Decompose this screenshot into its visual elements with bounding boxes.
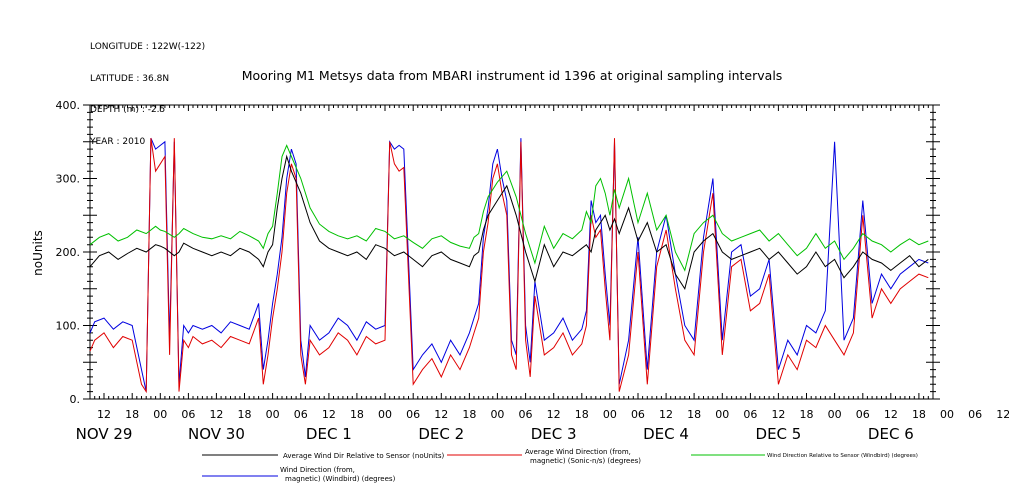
legend: Average Wind Dir Relative to Sensor (noU…: [202, 448, 918, 483]
x-tick-label: 00: [603, 408, 617, 421]
x-day-label: DEC 4: [643, 425, 689, 443]
x-tick-label: 12: [434, 408, 448, 421]
x-day-label: NOV 29: [76, 425, 133, 443]
x-tick-label: 18: [350, 408, 364, 421]
legend-label-4a: Wind Direction (from,: [280, 466, 355, 474]
y-tick-labels: 0. 100. 200. 300. 400.: [56, 99, 81, 406]
x-tick-label: 00: [266, 408, 280, 421]
x-tick-label: 06: [743, 408, 757, 421]
latitude-text: LATITUDE : 36.8N: [90, 73, 170, 84]
x-tick-label: 12: [97, 408, 111, 421]
longitude-text: LONGITUDE : 122W(-122): [90, 42, 206, 52]
y-tick-label: 100.: [56, 320, 81, 333]
y-tick-label: 300.: [56, 173, 81, 186]
legend-label-2b: magnetic) (Sonic-n/s) (degrees): [530, 457, 641, 465]
x-tick-label: 06: [519, 408, 533, 421]
x-tick-label: 00: [153, 408, 167, 421]
x-tick-label: 18: [462, 408, 476, 421]
x-tick-label: 06: [856, 408, 870, 421]
x-tick-label: 06: [406, 408, 420, 421]
series-line-1: [89, 138, 929, 394]
x-day-label: NOV 30: [188, 425, 245, 443]
y-tick-label: 400.: [56, 99, 81, 112]
x-day-label: DEC 3: [531, 425, 577, 443]
x-tick-label: 12: [659, 408, 673, 421]
x-tick-labels: 12 18 00 06 12 18 00 06 12 18 00 06 12 18 00 06 12 18 00 06…: [76, 408, 1009, 443]
legend-label-1: Average Wind Dir Relative to Sensor (noU…: [283, 452, 444, 460]
x-tick-label: 06: [631, 408, 645, 421]
x-tick-label: 06: [968, 408, 982, 421]
x-tick-label: 18: [238, 408, 252, 421]
x-tick-label: 18: [125, 408, 139, 421]
x-day-label: DEC 2: [418, 425, 464, 443]
x-tick-label: 18: [800, 408, 814, 421]
x-day-label: DEC 6: [868, 425, 914, 443]
x-day-label: DEC 5: [756, 425, 802, 443]
x-tick-label: 00: [378, 408, 392, 421]
y-axis-label: noUnits: [31, 230, 45, 276]
x-tick-label: 12: [771, 408, 785, 421]
series-line-3: [89, 137, 929, 392]
x-tick-label: 18: [575, 408, 589, 421]
metadata-block: LONGITUDE : 122W(-122) LATITUDE : 36.8N …: [90, 21, 205, 158]
x-tick-label: 00: [828, 408, 842, 421]
year-text: YEAR : 2010: [90, 136, 146, 147]
x-tick-label: 06: [294, 408, 308, 421]
series-lines: [89, 137, 929, 394]
x-tick-label: 00: [715, 408, 729, 421]
y-tick-label: 200.: [56, 246, 81, 259]
legend-label-4b: magnetic) (Windbird) (degrees): [285, 475, 396, 483]
x-tick-label: 06: [181, 408, 195, 421]
legend-label-3: Wind Direction Relative to Sensor (Windb…: [767, 453, 918, 459]
depth-text: DEPTH (m) : -2.5: [90, 105, 166, 115]
series-line-2: [89, 144, 929, 272]
x-tick-label: 00: [490, 408, 504, 421]
chart-title: Mooring M1 Metsys data from MBARI instru…: [242, 68, 783, 83]
x-tick-label: 18: [687, 408, 701, 421]
x-tick-label: 12: [996, 408, 1009, 421]
series-line-0: [89, 154, 929, 291]
x-tick-label: 12: [547, 408, 561, 421]
x-tick-label: 12: [209, 408, 223, 421]
x-tick-label: 12: [322, 408, 336, 421]
axis-ticks: [83, 104, 940, 400]
x-tick-label: 12: [884, 408, 898, 421]
y-tick-label: 0.: [70, 393, 81, 406]
legend-label-2a: Average Wind Direction (from,: [525, 448, 631, 456]
x-day-label: DEC 1: [306, 425, 352, 443]
tick-marks: [83, 104, 940, 400]
x-tick-label: 18: [912, 408, 926, 421]
x-tick-label: 00: [940, 408, 954, 421]
